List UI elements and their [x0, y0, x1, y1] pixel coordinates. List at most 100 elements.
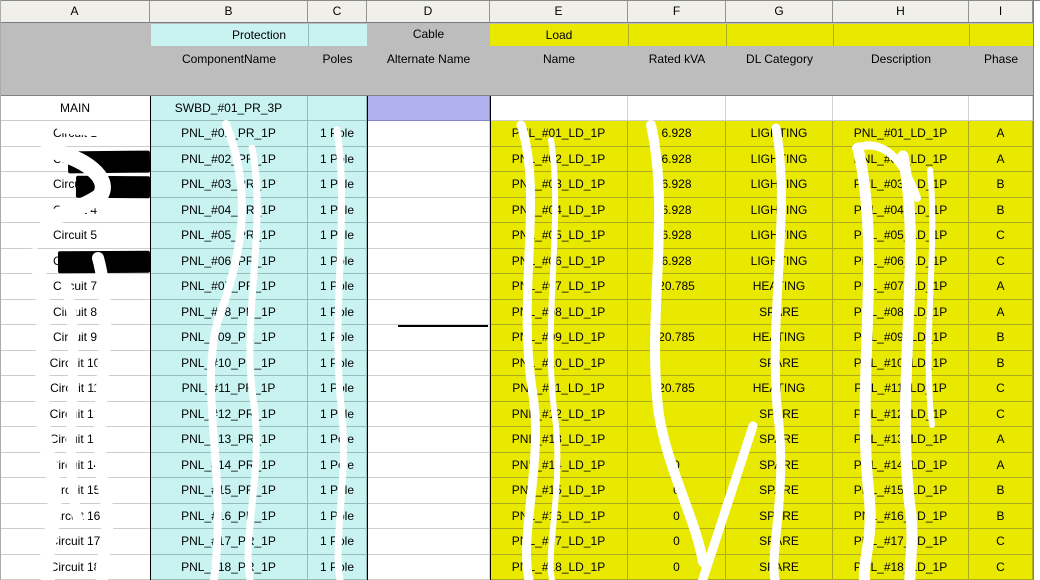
dl-category-cell[interactable]: SPARE: [726, 503, 833, 529]
phase-cell[interactable]: C: [969, 554, 1033, 580]
alternate-name-cell[interactable]: [367, 427, 490, 453]
alternate-name-cell[interactable]: [367, 401, 490, 427]
phase-cell[interactable]: B: [969, 325, 1033, 351]
dl-category-cell[interactable]: LIGHTING: [726, 197, 833, 223]
component-name-cell[interactable]: PNL_#13_PR_1P: [150, 427, 308, 453]
load-name-cell[interactable]: PNL_#08_LD_1P: [490, 299, 628, 325]
rated-kva-cell[interactable]: 6.928: [628, 121, 726, 147]
dl-category-cell[interactable]: LIGHTING: [726, 146, 833, 172]
phase-cell[interactable]: A: [969, 427, 1033, 453]
load-name-cell[interactable]: PNL_#11_LD_1P: [490, 376, 628, 402]
description-cell[interactable]: PNL_#12_LD_1P: [833, 401, 969, 427]
load-name-cell[interactable]: PNL_#16_LD_1P: [490, 503, 628, 529]
alternate-name-cell[interactable]: [367, 274, 490, 300]
load-name-cell[interactable]: PNL_#10_LD_1P: [490, 350, 628, 376]
rated-kva-cell[interactable]: 0: [628, 503, 726, 529]
component-name-cell[interactable]: PNL_#10_PR_1P: [150, 350, 308, 376]
rated-kva-cell[interactable]: 6.928: [628, 146, 726, 172]
dl-category-cell[interactable]: HEATING: [726, 274, 833, 300]
alternate-name-cell[interactable]: [367, 299, 490, 325]
dl-category-cell[interactable]: SPARE: [726, 452, 833, 478]
phase-cell[interactable]: C: [969, 529, 1033, 555]
poles-cell[interactable]: 1 Pole: [308, 554, 367, 580]
circuit-label-cell[interactable]: Circuit 16: [0, 503, 150, 529]
circuit-label-cell[interactable]: Circuit 9: [0, 325, 150, 351]
circuit-label-cell[interactable]: Circuit 15: [0, 478, 150, 504]
dl-category-cell[interactable]: SPARE: [726, 299, 833, 325]
rated-kva-cell[interactable]: [628, 401, 726, 427]
phase-cell[interactable]: B: [969, 172, 1033, 198]
poles-cell[interactable]: 1 Pole: [308, 452, 367, 478]
phase-cell[interactable]: A: [969, 299, 1033, 325]
circuit-label-cell[interactable]: Circuit 2: [0, 146, 150, 172]
description-cell[interactable]: PNL_#04_LD_1P: [833, 197, 969, 223]
poles-cell[interactable]: 1 Pole: [308, 350, 367, 376]
phase-cell[interactable]: C: [969, 376, 1033, 402]
rated-kva-cell[interactable]: 6.928: [628, 197, 726, 223]
phase-cell[interactable]: A: [969, 121, 1033, 147]
dl-category-cell[interactable]: SPARE: [726, 350, 833, 376]
load-name-cell[interactable]: PNL_#14_LD_1P: [490, 452, 628, 478]
description-cell[interactable]: PNL_#02_LD_1P: [833, 146, 969, 172]
description-cell[interactable]: PNL_#14_LD_1P: [833, 452, 969, 478]
phase-cell[interactable]: A: [969, 452, 1033, 478]
load-name-cell[interactable]: PNL_#05_LD_1P: [490, 223, 628, 249]
load-name-cell[interactable]: PNL_#07_LD_1P: [490, 274, 628, 300]
main-dl-category-cell[interactable]: [726, 96, 833, 121]
dl-category-cell[interactable]: HEATING: [726, 325, 833, 351]
circuit-label-cell[interactable]: Circuit 3: [0, 172, 150, 198]
main-label-cell[interactable]: MAIN: [0, 96, 150, 121]
load-name-cell[interactable]: PNL_#18_LD_1P: [490, 554, 628, 580]
poles-cell[interactable]: 1 Pole: [308, 529, 367, 555]
circuit-label-cell[interactable]: Circuit 7: [0, 274, 150, 300]
rated-kva-cell[interactable]: 6.928: [628, 223, 726, 249]
phase-cell[interactable]: C: [969, 223, 1033, 249]
column-header-d[interactable]: D: [367, 0, 490, 22]
component-name-cell[interactable]: PNL_#16_PR_1P: [150, 503, 308, 529]
load-name-cell[interactable]: PNL_#15_LD_1P: [490, 478, 628, 504]
component-name-cell[interactable]: PNL_#17_PR_1P: [150, 529, 308, 555]
component-name-cell[interactable]: PNL_#01_PR_1P: [150, 121, 308, 147]
main-phase-cell[interactable]: [969, 96, 1033, 121]
rated-kva-cell[interactable]: 0: [628, 478, 726, 504]
alternate-name-cell[interactable]: [367, 146, 490, 172]
phase-cell[interactable]: B: [969, 350, 1033, 376]
main-alternate-name-cell[interactable]: [367, 96, 490, 121]
poles-cell[interactable]: 1 Pole: [308, 121, 367, 147]
alternate-name-cell[interactable]: [367, 121, 490, 147]
circuit-label-cell[interactable]: Circuit 18: [0, 554, 150, 580]
load-name-cell[interactable]: PNL_#09_LD_1P: [490, 325, 628, 351]
phase-cell[interactable]: B: [969, 503, 1033, 529]
poles-cell[interactable]: 1 Pole: [308, 401, 367, 427]
component-name-cell[interactable]: PNL_#03_PR_1P: [150, 172, 308, 198]
circuit-label-cell[interactable]: Circuit 11: [0, 376, 150, 402]
circuit-label-cell[interactable]: Circuit 5: [0, 223, 150, 249]
alternate-name-cell[interactable]: [367, 529, 490, 555]
circuit-label-cell[interactable]: Circuit 8: [0, 299, 150, 325]
circuit-label-cell[interactable]: Circuit 17: [0, 529, 150, 555]
column-header-c[interactable]: C: [308, 0, 367, 22]
component-name-cell[interactable]: PNL_#07_PR_1P: [150, 274, 308, 300]
rated-kva-cell[interactable]: [628, 299, 726, 325]
main-component-cell[interactable]: SWBD_#01_PR_3P: [150, 96, 308, 121]
alternate-name-cell[interactable]: [367, 376, 490, 402]
description-cell[interactable]: PNL_#07_LD_1P: [833, 274, 969, 300]
description-cell[interactable]: PNL_#06_LD_1P: [833, 248, 969, 274]
dl-category-cell[interactable]: SPARE: [726, 554, 833, 580]
dl-category-cell[interactable]: LIGHTING: [726, 172, 833, 198]
rated-kva-cell[interactable]: [628, 427, 726, 453]
poles-cell[interactable]: 1 Pole: [308, 299, 367, 325]
description-cell[interactable]: PNL_#10_LD_1P: [833, 350, 969, 376]
component-name-cell[interactable]: PNL_#18_PR_1P: [150, 554, 308, 580]
circuit-label-cell[interactable]: Circuit 6: [0, 248, 150, 274]
load-name-cell[interactable]: PNL_#06_LD_1P: [490, 248, 628, 274]
component-name-cell[interactable]: PNL_#05_PR_1P: [150, 223, 308, 249]
load-name-cell[interactable]: PNL_#17_LD_1P: [490, 529, 628, 555]
alternate-name-cell[interactable]: [367, 172, 490, 198]
dl-category-cell[interactable]: LIGHTING: [726, 248, 833, 274]
poles-cell[interactable]: 1 Pole: [308, 146, 367, 172]
alternate-name-cell[interactable]: [367, 350, 490, 376]
rated-kva-cell[interactable]: 20.785: [628, 376, 726, 402]
description-cell[interactable]: PNL_#16_LD_1P: [833, 503, 969, 529]
alternate-name-cell[interactable]: [367, 503, 490, 529]
